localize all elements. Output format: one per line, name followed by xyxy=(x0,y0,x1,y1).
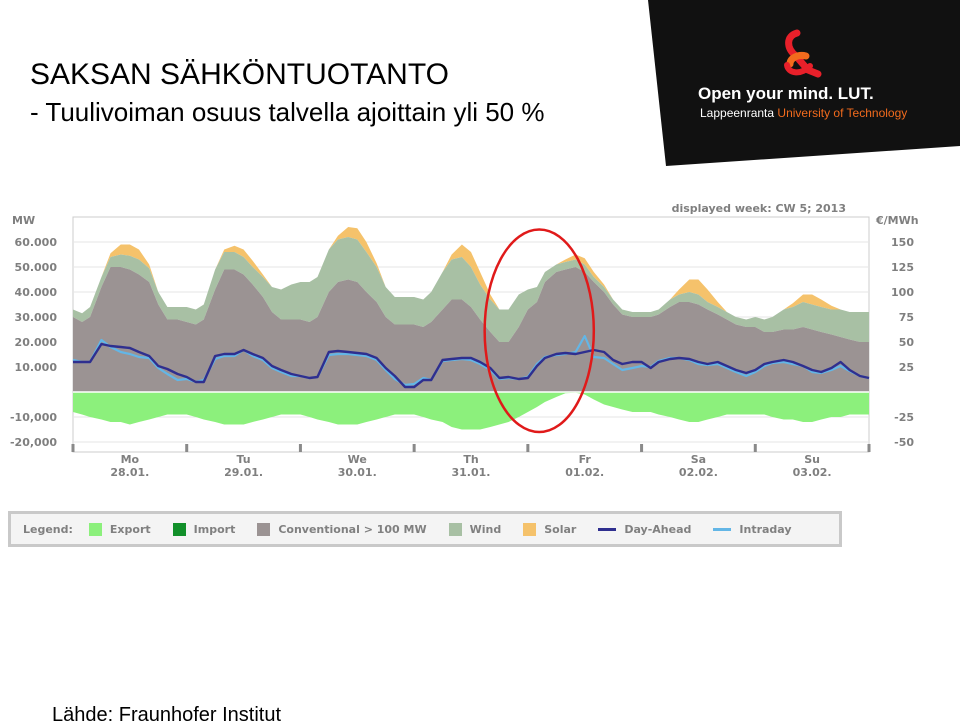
slide-title: SAKSAN SÄHKÖNTUOTANTO xyxy=(30,58,449,91)
legend-item: Export xyxy=(88,522,151,536)
x-day-marker xyxy=(71,444,75,452)
x-day-label: Fr xyxy=(579,453,592,466)
y-tick-right-label: 50 xyxy=(899,336,915,349)
y-tick-left-label: 60.000 xyxy=(15,236,58,249)
y-tick-right-label: 25 xyxy=(899,361,914,374)
y-tick-right-label: -50 xyxy=(894,436,914,449)
series-export-area xyxy=(73,392,869,430)
x-day-marker xyxy=(867,444,871,452)
legend-swatch xyxy=(598,527,617,531)
legend-label: Solar xyxy=(544,522,577,536)
legend-swatch xyxy=(448,522,462,536)
chart-header: displayed week: CW 5; 2013 xyxy=(672,202,846,215)
legend-item: Solar xyxy=(523,522,577,536)
highlight-ellipse xyxy=(483,228,596,434)
logo-slogan: Open your mind. LUT. xyxy=(698,84,874,103)
legend-item: Intraday xyxy=(713,522,792,536)
x-date-label: 01.02. xyxy=(565,466,604,479)
logo-university-suffix: University of Technology xyxy=(777,106,907,120)
y-tick-right-label: 100 xyxy=(891,286,914,299)
lut-logo: Open your mind. LUT. Lappeenranta Univer… xyxy=(648,0,960,166)
x-date-label: 29.01. xyxy=(224,466,263,479)
y-tick-left-label: 50.000 xyxy=(15,261,58,274)
logo-university: Lappeenranta University of Technology xyxy=(700,106,907,120)
legend-item: Conventional > 100 MW xyxy=(257,522,427,536)
x-day-label: Tu xyxy=(237,453,251,466)
logo-university-prefix: Lappeenranta xyxy=(700,106,774,120)
slide-subtitle: - Tuulivoiman osuus talvella ajoittain y… xyxy=(30,97,545,127)
legend-swatch xyxy=(523,522,537,536)
x-day-label: We xyxy=(348,453,367,466)
legend-swatch xyxy=(172,522,186,536)
y-tick-left-label: -20,000 xyxy=(10,436,57,449)
x-date-label: 30.01. xyxy=(338,466,377,479)
legend-label: Intraday xyxy=(739,522,792,536)
x-date-label: 02.02. xyxy=(679,466,718,479)
legend-label: Import xyxy=(193,522,236,536)
y-axis-left-label: MW xyxy=(12,214,35,227)
y-tick-left-label: -10,000 xyxy=(10,411,57,424)
legend-swatch xyxy=(713,527,732,531)
x-day-label: Mo xyxy=(121,453,140,466)
legend-label: Export xyxy=(109,522,151,536)
y-axis-right-label: €/MWh xyxy=(875,214,919,227)
y-tick-left-label: 10.000 xyxy=(15,361,58,374)
x-day-label: Su xyxy=(804,453,820,466)
x-date-label: 03.02. xyxy=(793,466,832,479)
legend-item: Day-Ahead xyxy=(598,523,691,536)
y-tick-left-label: 30.000 xyxy=(15,311,58,324)
legend-title: Legend: xyxy=(23,522,73,536)
y-tick-left-label: 40.000 xyxy=(15,286,58,299)
x-day-marker xyxy=(526,444,530,452)
x-day-marker xyxy=(298,444,302,452)
legend-item: Wind xyxy=(448,522,502,536)
y-tick-right-label: 75 xyxy=(899,311,914,324)
legend-label: Day-Ahead xyxy=(624,522,692,536)
series-conventional-area xyxy=(73,267,869,392)
source-note: Lähde: Fraunhofer Institut xyxy=(52,704,282,726)
x-day-marker xyxy=(753,444,757,452)
electricity-chart: displayed week: CW 5; 2013 MW €/MWh 60.0… xyxy=(10,202,919,479)
y-tick-right-label: 125 xyxy=(891,261,914,274)
x-day-label: Th xyxy=(463,453,478,466)
chart-legend: Legend: Export Import Conventional > 100 M… xyxy=(8,511,842,547)
legend-swatch xyxy=(88,522,102,536)
series-wind-area xyxy=(73,237,869,342)
y-tick-right-label: -25 xyxy=(894,411,914,424)
legend-label: Conventional > 100 MW xyxy=(278,522,427,536)
ampersand-icon xyxy=(784,29,822,78)
x-date-label: 28.01. xyxy=(110,466,149,479)
x-day-marker xyxy=(185,444,189,452)
x-day-marker xyxy=(412,444,416,452)
y-tick-left-label: 20.000 xyxy=(15,336,58,349)
series-day-ahead-line xyxy=(73,342,870,389)
legend-item: Import xyxy=(172,522,236,536)
legend-swatch xyxy=(257,522,271,536)
legend-label: Wind xyxy=(469,522,502,536)
y-tick-right-label: 150 xyxy=(891,236,914,249)
logo-background xyxy=(648,0,960,166)
x-date-label: 31.01. xyxy=(452,466,491,479)
x-day-marker xyxy=(640,444,644,452)
x-day-label: Sa xyxy=(691,453,706,466)
